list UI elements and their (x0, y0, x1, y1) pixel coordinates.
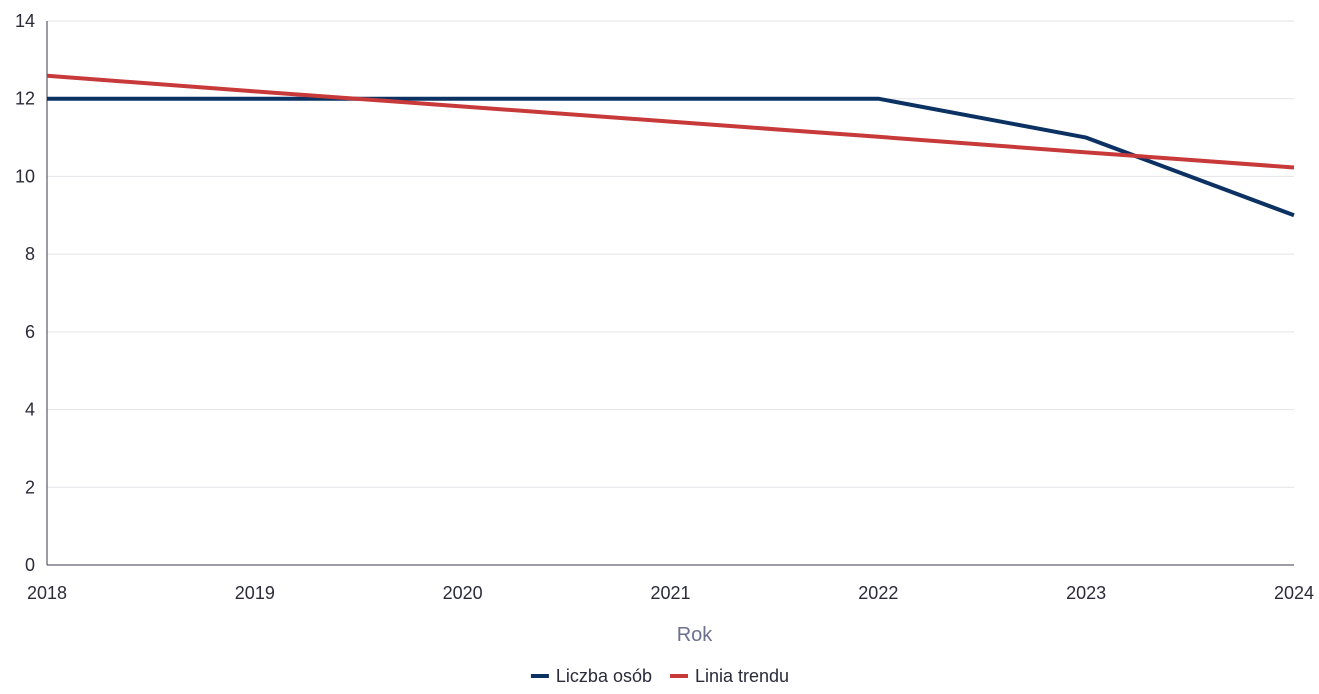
y-tick-label: 10 (15, 166, 35, 186)
legend-label-1: Liczba osób (556, 666, 652, 686)
legend-label-2: Linia trendu (695, 666, 789, 686)
y-tick-label: 0 (25, 555, 35, 575)
x-axis-title: Rok (677, 624, 714, 646)
series-line-1 (47, 96, 1295, 218)
y-tick-label: 14 (15, 11, 35, 31)
legend-swatch-2 (670, 674, 688, 678)
x-tick-label: 2020 (443, 583, 483, 603)
series-lines (46, 73, 1295, 218)
x-axis-ticks: 2018 2019 2020 2021 2022 2023 2024 (27, 583, 1314, 603)
x-tick-label: 2019 (235, 583, 275, 603)
series-line-2 (46, 73, 1295, 170)
y-tick-label: 12 (15, 89, 35, 109)
y-tick-label: 4 (25, 400, 35, 420)
y-tick-label: 8 (25, 244, 35, 264)
x-tick-label: 2021 (650, 583, 690, 603)
x-tick-label: 2023 (1066, 583, 1106, 603)
y-tick-label: 6 (25, 322, 35, 342)
x-tick-label: 2022 (858, 583, 898, 603)
y-tick-label: 2 (25, 477, 35, 497)
legend-swatch-1 (530, 674, 549, 678)
x-tick-label: 2018 (27, 583, 67, 603)
x-tick-label: 2024 (1274, 583, 1314, 603)
y-axis-ticks: 0 2 4 6 8 10 12 14 (15, 11, 35, 575)
legend: Liczba osób Linia trendu (530, 666, 789, 686)
